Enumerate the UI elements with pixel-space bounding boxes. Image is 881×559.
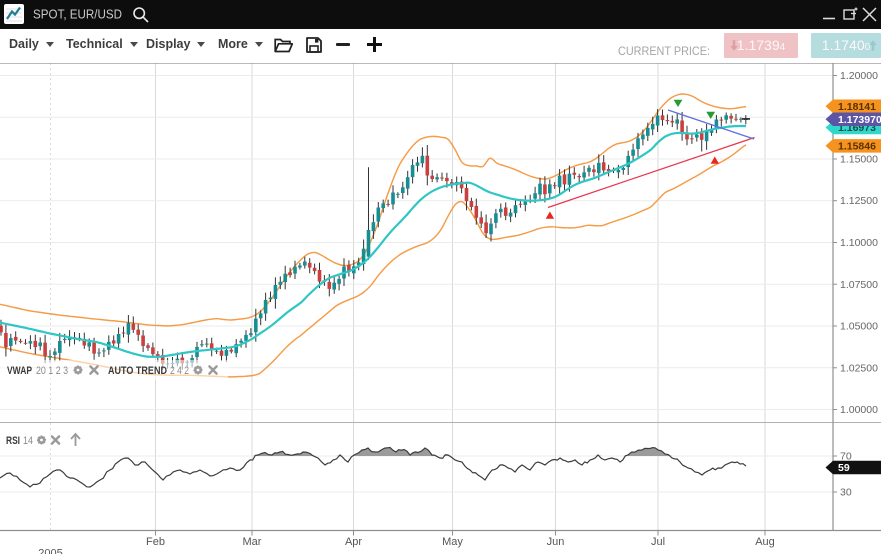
svg-text:1.18141: 1.18141 (838, 101, 876, 113)
svg-text:Jul: Jul (651, 536, 665, 548)
svg-text:59: 59 (838, 462, 850, 474)
svg-text:SPOT, EUR/USD: SPOT, EUR/USD (33, 7, 122, 22)
svg-text:30: 30 (840, 487, 852, 499)
svg-text:1.15846: 1.15846 (838, 140, 876, 152)
svg-text:1.12500: 1.12500 (840, 195, 878, 207)
svg-text:RSI: RSI (6, 435, 20, 447)
svg-text:20 1 2 3: 20 1 2 3 (36, 365, 68, 377)
svg-text:1.05000: 1.05000 (840, 321, 878, 333)
svg-text:Jun: Jun (547, 536, 565, 548)
svg-text:70: 70 (840, 451, 852, 463)
svg-text:May: May (442, 536, 463, 548)
svg-text:1.173970: 1.173970 (838, 114, 881, 126)
svg-text:1.10000: 1.10000 (840, 237, 878, 249)
svg-text:CURRENT PRICE:: CURRENT PRICE: (618, 46, 710, 58)
svg-text:1.02500: 1.02500 (840, 362, 878, 374)
svg-text:1.15000: 1.15000 (840, 154, 878, 166)
svg-text:Feb: Feb (146, 536, 165, 548)
svg-text:1.00000: 1.00000 (840, 404, 878, 416)
svg-text:2 4 2: 2 4 2 (170, 365, 189, 377)
svg-text:14: 14 (23, 435, 33, 447)
svg-text:Apr: Apr (345, 536, 362, 548)
svg-text:Aug: Aug (755, 536, 775, 548)
svg-text:Mar: Mar (243, 536, 262, 548)
svg-text:2005: 2005 (38, 548, 62, 555)
svg-text:VWAP: VWAP (7, 365, 32, 377)
svg-text:1.07500: 1.07500 (840, 279, 878, 291)
svg-text:1.20000: 1.20000 (840, 70, 878, 82)
svg-text:AUTO TREND: AUTO TREND (108, 365, 167, 377)
